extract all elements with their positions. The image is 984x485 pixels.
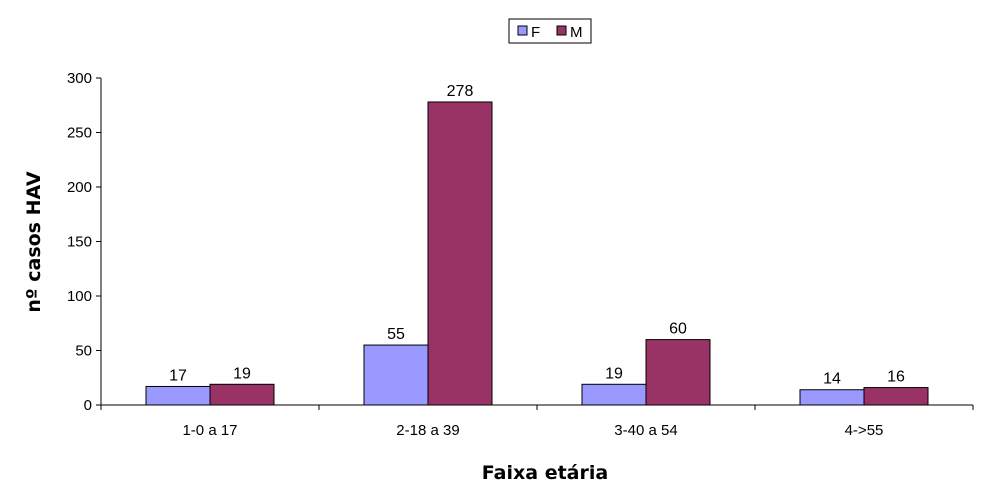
bar-m xyxy=(427,101,493,406)
x-tick-label: 2-18 a 39 xyxy=(396,422,459,439)
bar-f xyxy=(799,389,865,406)
y-tick-label: 150 xyxy=(67,234,92,251)
x-tick-label: 1-0 a 17 xyxy=(182,422,237,439)
bar-m xyxy=(863,387,929,406)
data-label: 278 xyxy=(447,83,474,100)
data-label: 14 xyxy=(823,371,841,388)
y-tick-label: 250 xyxy=(67,125,92,142)
legend: F M xyxy=(508,18,592,44)
y-axis-title: nº casos HAV xyxy=(23,171,45,313)
data-label: 17 xyxy=(169,367,187,384)
legend-swatch-m xyxy=(556,25,567,36)
y-tick-label: 200 xyxy=(67,179,92,196)
data-label: 19 xyxy=(605,365,623,382)
legend-label-m: M xyxy=(570,24,583,41)
y-tick-label: 300 xyxy=(67,70,92,87)
data-label: 60 xyxy=(669,321,687,338)
bar-f xyxy=(581,383,647,406)
bar-m xyxy=(645,339,711,406)
data-label: 16 xyxy=(887,369,905,386)
legend-label-f: F xyxy=(531,24,540,41)
bar-m xyxy=(209,383,275,406)
x-axis-title: Faixa etária xyxy=(482,462,608,484)
plot-area: 0 50 100 150 200 250 300 1-0 a 17 17 19 2-18 a 39 5… xyxy=(67,70,974,439)
data-label: 55 xyxy=(387,326,405,343)
y-tick-label: 0 xyxy=(84,397,92,414)
y-tick-label: 50 xyxy=(75,343,92,360)
bar-f xyxy=(145,385,211,406)
y-tick-label: 100 xyxy=(67,288,92,305)
legend-swatch-f xyxy=(517,25,528,36)
x-tick-label: 4->55 xyxy=(845,422,884,439)
bar-f xyxy=(363,344,429,406)
x-tick-label: 3-40 a 54 xyxy=(614,422,677,439)
data-label: 19 xyxy=(233,365,251,382)
